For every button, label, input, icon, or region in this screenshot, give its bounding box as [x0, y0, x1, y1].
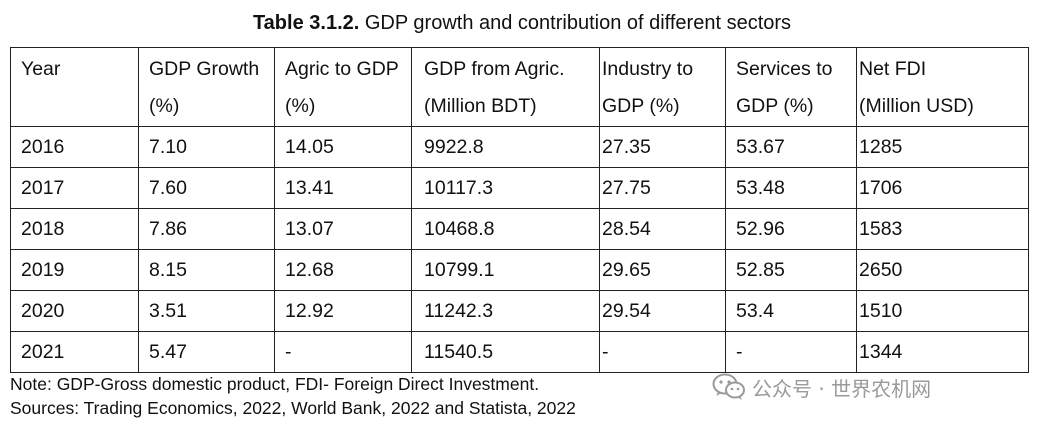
header-services-to-gdp: Services to GDP (%)	[725, 47, 857, 127]
cell-year: 2019	[10, 249, 139, 291]
table-row: 2021 5.47 - 11540.5 - - 1344	[10, 331, 1029, 373]
cell-year: 2020	[10, 290, 139, 332]
cell-industry-to-gdp: 29.54	[599, 290, 726, 332]
header-gdp-from-agric: GDP from Agric. (Million BDT)	[411, 47, 600, 127]
table-row: 2020 3.51 12.92 11242.3 29.54 53.4 1510	[10, 290, 1029, 332]
cell-agric-to-gdp: 13.07	[274, 208, 412, 250]
cell-agric-to-gdp: 13.41	[274, 167, 412, 209]
cell-services-to-gdp: 52.85	[725, 249, 857, 291]
header-year: Year	[10, 47, 139, 127]
table-row: 2016 7.10 14.05 9922.8 27.35 53.67 1285	[10, 126, 1029, 168]
sources-text: Sources: Trading Economics, 2022, World …	[10, 398, 576, 418]
cell-industry-to-gdp: 27.35	[599, 126, 726, 168]
cell-net-fdi: 1583	[856, 208, 1029, 250]
cell-year: 2018	[10, 208, 139, 250]
wechat-icon	[712, 373, 745, 400]
cell-gdp-growth: 7.60	[138, 167, 275, 209]
cell-gdp-growth: 8.15	[138, 249, 275, 291]
cell-gdp-from-agric: 11540.5	[411, 331, 600, 373]
cell-year: 2017	[10, 167, 139, 209]
cell-net-fdi: 1706	[856, 167, 1029, 209]
cell-services-to-gdp: 52.96	[725, 208, 857, 250]
header-industry-to-gdp: Industry to GDP (%)	[599, 47, 726, 127]
cell-year: 2016	[10, 126, 139, 168]
cell-gdp-from-agric: 10468.8	[411, 208, 600, 250]
cell-gdp-from-agric: 10117.3	[411, 167, 600, 209]
cell-industry-to-gdp: 27.75	[599, 167, 726, 209]
cell-gdp-from-agric: 9922.8	[411, 126, 600, 168]
watermark: 公众号 · 世界农机网	[712, 370, 931, 404]
cell-agric-to-gdp: 12.92	[274, 290, 412, 332]
table-row: 2019 8.15 12.68 10799.1 29.65 52.85 2650	[10, 249, 1029, 291]
cell-services-to-gdp: 53.4	[725, 290, 857, 332]
cell-net-fdi: 1344	[856, 331, 1029, 373]
header-gdp-growth: GDP Growth (%)	[138, 47, 275, 127]
cell-agric-to-gdp: -	[274, 331, 412, 373]
table-row: 2017 7.60 13.41 10117.3 27.75 53.48 1706	[10, 167, 1029, 209]
cell-agric-to-gdp: 12.68	[274, 249, 412, 291]
note-text: Note: GDP-Gross domestic product, FDI- F…	[10, 374, 540, 394]
header-net-fdi: Net FDI (Million USD)	[856, 47, 1029, 127]
cell-net-fdi: 2650	[856, 249, 1029, 291]
cell-agric-to-gdp: 14.05	[274, 126, 412, 168]
cell-gdp-growth: 7.10	[138, 126, 275, 168]
cell-gdp-growth: 7.86	[138, 208, 275, 250]
cell-net-fdi: 1285	[856, 126, 1029, 168]
cell-gdp-growth: 3.51	[138, 290, 275, 332]
cell-services-to-gdp: -	[725, 331, 857, 373]
table-caption: Table 3.1.2. GDP growth and contribution…	[0, 9, 1044, 37]
table-row: 2018 7.86 13.07 10468.8 28.54 52.96 1583	[10, 208, 1029, 250]
cell-services-to-gdp: 53.67	[725, 126, 857, 168]
cell-net-fdi: 1510	[856, 290, 1029, 332]
cell-industry-to-gdp: 29.65	[599, 249, 726, 291]
watermark-text: 公众号 · 世界农机网	[752, 376, 932, 401]
cell-gdp-from-agric: 10799.1	[411, 249, 600, 291]
cell-industry-to-gdp: -	[599, 331, 726, 373]
cell-year: 2021	[10, 331, 139, 373]
table-caption-label: Table 3.1.2.	[252, 12, 360, 34]
table-notes: Note: GDP-Gross domestic product, FDI- F…	[10, 372, 576, 420]
cell-gdp-from-agric: 11242.3	[411, 290, 600, 332]
gdp-table: Year GDP Growth (%) Agric to GDP (%) GDP…	[10, 47, 1029, 373]
cell-industry-to-gdp: 28.54	[599, 208, 726, 250]
cell-gdp-growth: 5.47	[138, 331, 275, 373]
table-caption-title: GDP growth and contribution of different…	[364, 12, 792, 34]
table-header-row: Year GDP Growth (%) Agric to GDP (%) GDP…	[10, 47, 1029, 127]
cell-services-to-gdp: 53.48	[725, 167, 857, 209]
header-agric-to-gdp: Agric to GDP (%)	[274, 47, 412, 127]
